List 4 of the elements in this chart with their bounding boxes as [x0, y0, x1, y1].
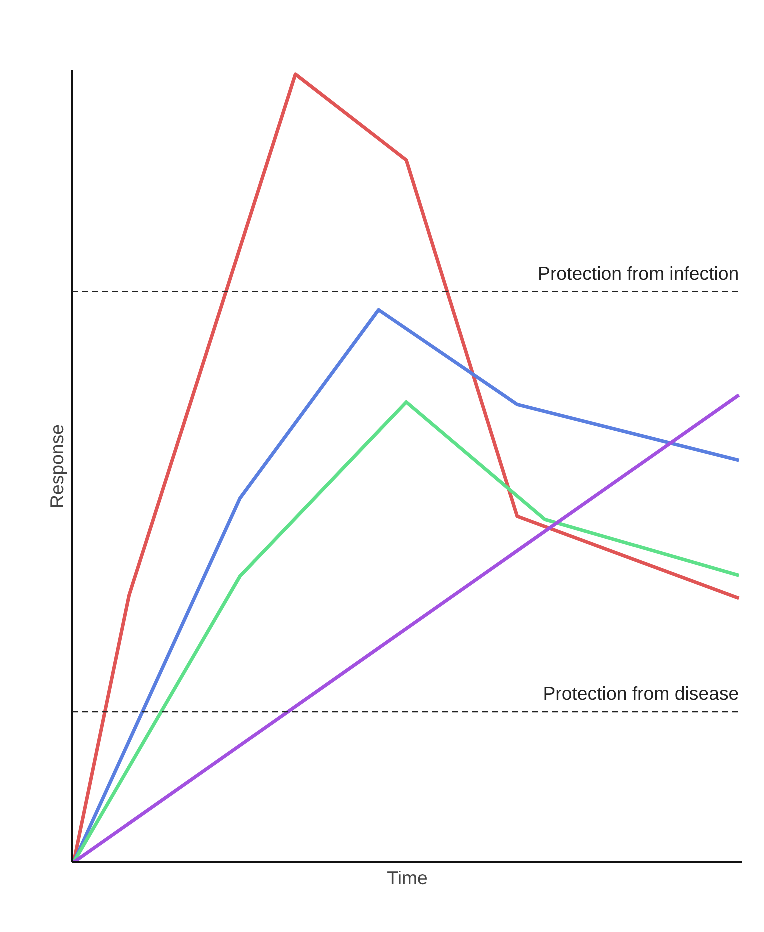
ref-line-label: Protection from infection: [538, 262, 740, 284]
y-axis-title: Response: [46, 424, 68, 509]
ref-line-label: Protection from disease: [543, 682, 740, 704]
x-axis-title: Time: [387, 868, 428, 888]
